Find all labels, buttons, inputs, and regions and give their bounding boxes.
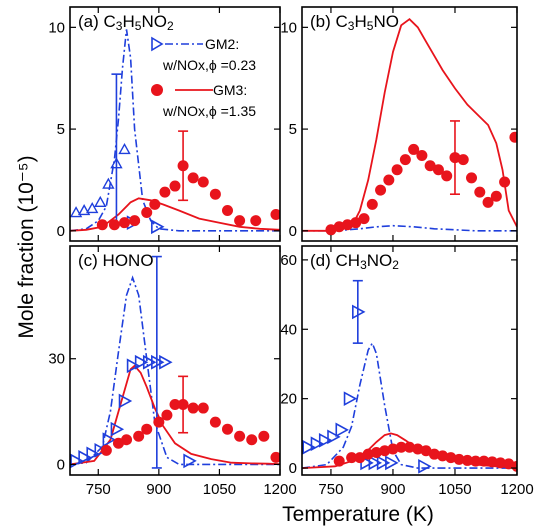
gm2-point <box>71 455 82 467</box>
y-tick-label: 0 <box>289 223 297 240</box>
panel-title: (c) HONO <box>78 251 154 270</box>
gm3-point <box>499 176 510 187</box>
panel-title: (a) C3H5NO2 <box>78 12 174 33</box>
gm3-point <box>359 213 370 224</box>
x-tick-label: 1200 <box>500 481 533 498</box>
gm3-point <box>334 456 345 467</box>
gm3-point <box>441 170 452 181</box>
gm2-point <box>311 438 322 450</box>
gm3-point <box>188 172 199 183</box>
legend-gm2-label-2: w/NOx,ϕ =0.23 <box>162 57 256 73</box>
gm3-point <box>97 219 108 230</box>
gm3-point <box>188 403 199 414</box>
legend-gm2-label-1: GM2: <box>205 36 239 52</box>
panel-d: 750 900 1050 1200 0 20 40 60 (d) CH3NO2 <box>280 246 533 498</box>
legend-gm3-label-2: w/NOx,ϕ =1.35 <box>162 103 256 119</box>
gm3-point <box>141 207 152 218</box>
gm3-point <box>129 215 140 226</box>
gm3-point <box>161 410 172 421</box>
gm3-point <box>170 181 181 192</box>
gm3-point <box>222 424 233 435</box>
gm3-point <box>474 187 485 198</box>
gm2-point <box>103 434 114 446</box>
x-tick-label: 1050 <box>438 481 471 498</box>
y-tick-label: 5 <box>57 121 65 138</box>
gm3-point <box>149 199 160 210</box>
y-tick-label: 0 <box>57 456 65 473</box>
gm2-point <box>336 424 347 436</box>
y-tick-label: 10 <box>48 19 65 36</box>
y-tick-label: 10 <box>280 19 297 36</box>
gm2-point <box>320 434 331 446</box>
x-tick-label: 900 <box>146 481 171 498</box>
plot-area <box>302 19 520 235</box>
gm2-point <box>95 197 105 206</box>
gm3-point <box>178 160 189 171</box>
x-tick-label: 900 <box>380 481 405 498</box>
gm2-point <box>303 441 314 453</box>
legend-gm3-marker <box>151 84 163 96</box>
gm2-point <box>345 393 356 405</box>
gm2-point <box>136 356 147 368</box>
gm3-point <box>234 431 245 442</box>
gm3-point <box>250 215 261 226</box>
panel-title: (d) CH3NO2 <box>310 251 399 272</box>
gm2-point <box>120 144 130 153</box>
gm2-point <box>103 179 113 188</box>
y-tick-label: 0 <box>289 460 297 477</box>
legend-gm3-label-1: GM3: <box>213 82 247 98</box>
gm3-point <box>491 191 502 202</box>
gm2-point <box>328 431 339 443</box>
gm3-point <box>258 431 269 442</box>
plot-area <box>302 281 523 473</box>
gm3-point <box>121 434 132 445</box>
gm3-point <box>198 403 209 414</box>
gm3-point <box>119 217 130 228</box>
gm3-point <box>466 172 477 183</box>
panel-c: 750 900 1050 1200 0 30 (c) HONO <box>48 246 296 498</box>
plot-frame <box>302 246 517 475</box>
y-tick-label: 30 <box>48 351 65 368</box>
gm3-point <box>141 424 152 435</box>
gm3-point <box>101 445 112 456</box>
gm3-point <box>416 150 427 161</box>
gm3-point <box>210 189 221 200</box>
y-axis-label: Mole fraction (10⁻⁵) <box>15 155 38 338</box>
panel-title: (b) C3H5NO <box>310 12 399 33</box>
gm3-point <box>383 174 394 185</box>
gm3-point <box>246 434 257 445</box>
gm2-point <box>128 360 139 372</box>
gm3-point <box>222 205 233 216</box>
y-tick-label: 40 <box>280 321 297 338</box>
gm3-point <box>178 399 189 410</box>
gm2-point <box>419 460 430 472</box>
gm3-point <box>392 164 403 175</box>
x-tick-label: 1050 <box>203 481 236 498</box>
y-tick-label: 5 <box>289 121 297 138</box>
y-tick-label: 60 <box>280 252 297 269</box>
gm3-point <box>198 176 209 187</box>
gm3-point <box>109 219 120 230</box>
gm3-point <box>509 132 520 143</box>
gm3-point <box>400 154 411 165</box>
gm3-point <box>159 187 170 198</box>
x-axis-label: Temperature (K) <box>282 503 434 526</box>
gm3-point <box>234 215 245 226</box>
y-tick-label: 0 <box>57 223 65 240</box>
gm3-point <box>210 417 221 428</box>
gm3-point <box>367 199 378 210</box>
x-tick-label: 750 <box>86 481 111 498</box>
legend-gm2-marker <box>152 38 162 50</box>
panel-a: 0 5 10 (a) C3H5NO2 <box>48 7 281 241</box>
legend: GM2: w/NOx,ϕ =0.23 GM3: w/NOx,ϕ =1.35 <box>151 36 256 119</box>
x-tick-label: 750 <box>318 481 343 498</box>
plot-area <box>70 257 281 468</box>
panel-b: 0 5 10 (b) C3H5NO <box>280 7 520 241</box>
gm3-point <box>458 154 469 165</box>
x-tick-label: 1200 <box>263 481 296 498</box>
gm3-point <box>375 185 386 196</box>
y-tick-label: 20 <box>280 391 297 408</box>
